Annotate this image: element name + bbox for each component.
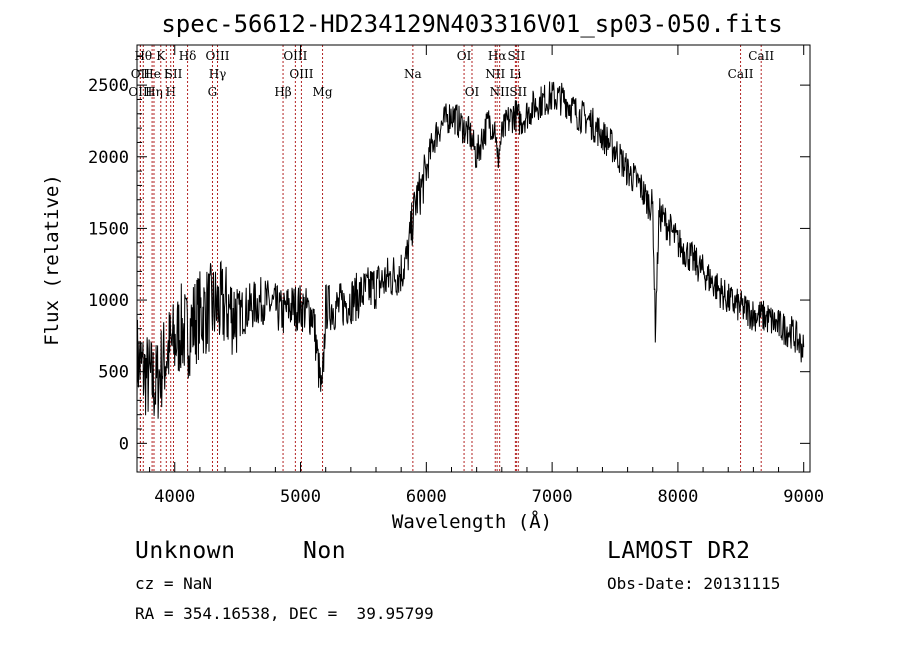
spectral-line-label: Hθ: [134, 49, 152, 63]
spectral-line-label: Hβ: [274, 85, 291, 99]
spectral-line-label: SII: [165, 67, 183, 81]
spectral-line-label: He: [143, 67, 161, 81]
spectral-line-label: Hγ: [209, 67, 227, 81]
y-axis-label: Flux (relative): [41, 174, 63, 346]
spectral-line-label: CaII: [728, 67, 754, 81]
spectral-line-label: NII: [485, 67, 505, 81]
x-tick-label: 9000: [783, 487, 824, 507]
spectral-line-label: OIII: [205, 49, 229, 63]
y-tick-label: 0: [119, 434, 129, 454]
spectral-line-label: OIII: [289, 67, 313, 81]
y-axis-ticks: 0 500 1000 1500 2000 2500: [88, 55, 810, 459]
x-tick-label: 5000: [280, 487, 321, 507]
spectral-line-label: H: [165, 85, 175, 99]
spectral-line-label: Hδ: [179, 49, 197, 63]
spectral-line-label: NII: [490, 85, 510, 99]
y-tick-label: 500: [98, 363, 129, 383]
x-tick-label: 6000: [406, 487, 447, 507]
spectral-line-label: OIII: [128, 85, 152, 99]
chart-title: spec-56612-HD234129N403316V01_sp03-050.f…: [161, 10, 782, 38]
y-tick-label: 1000: [88, 291, 129, 311]
spectral-line-label: OIII: [283, 49, 307, 63]
object-subclass: Non: [303, 538, 347, 564]
y-tick-label: 2500: [88, 76, 129, 96]
y-tick-label: 1500: [88, 219, 129, 239]
spectral-line-label: SII: [508, 49, 526, 63]
observation-date: Obs-Date: 20131115: [607, 574, 781, 593]
y-tick-label: 2000: [88, 148, 129, 168]
x-tick-label: 7000: [532, 487, 573, 507]
x-axis-label: Wavelength (Å): [392, 510, 552, 533]
spectral-line-label: I: [164, 67, 169, 81]
spectral-line-label: Na: [404, 67, 422, 81]
x-axis-ticks: 4000 5000 6000 7000 8000 9000: [149, 45, 824, 507]
spectral-line-label: K: [156, 49, 166, 63]
object-class: Unknown: [135, 538, 236, 564]
spectral-line-label: Mg: [313, 85, 333, 99]
spectral-line-label: OI: [465, 85, 480, 99]
spectral-line-label: CaII: [748, 49, 774, 63]
spectral-line-label: Li: [509, 67, 521, 81]
coordinates: RA = 354.16538, DEC = 39.95799: [135, 604, 434, 623]
spectrum-line: [136, 81, 805, 419]
spectral-line-label: SII: [509, 85, 527, 99]
spectral-line-label: G: [208, 85, 218, 99]
spectral-line-label: Hα: [488, 49, 507, 63]
plot-frame: [136, 44, 811, 473]
spectral-line-label: OI: [457, 49, 472, 63]
redshift-cz: cz = NaN: [135, 574, 213, 593]
x-tick-label: 8000: [657, 487, 698, 507]
spectrum-plot: [136, 81, 805, 419]
spectral-line-label: Hη: [145, 85, 163, 99]
survey-name: LAMOST DR2: [607, 538, 751, 564]
x-tick-label: 4000: [154, 487, 195, 507]
